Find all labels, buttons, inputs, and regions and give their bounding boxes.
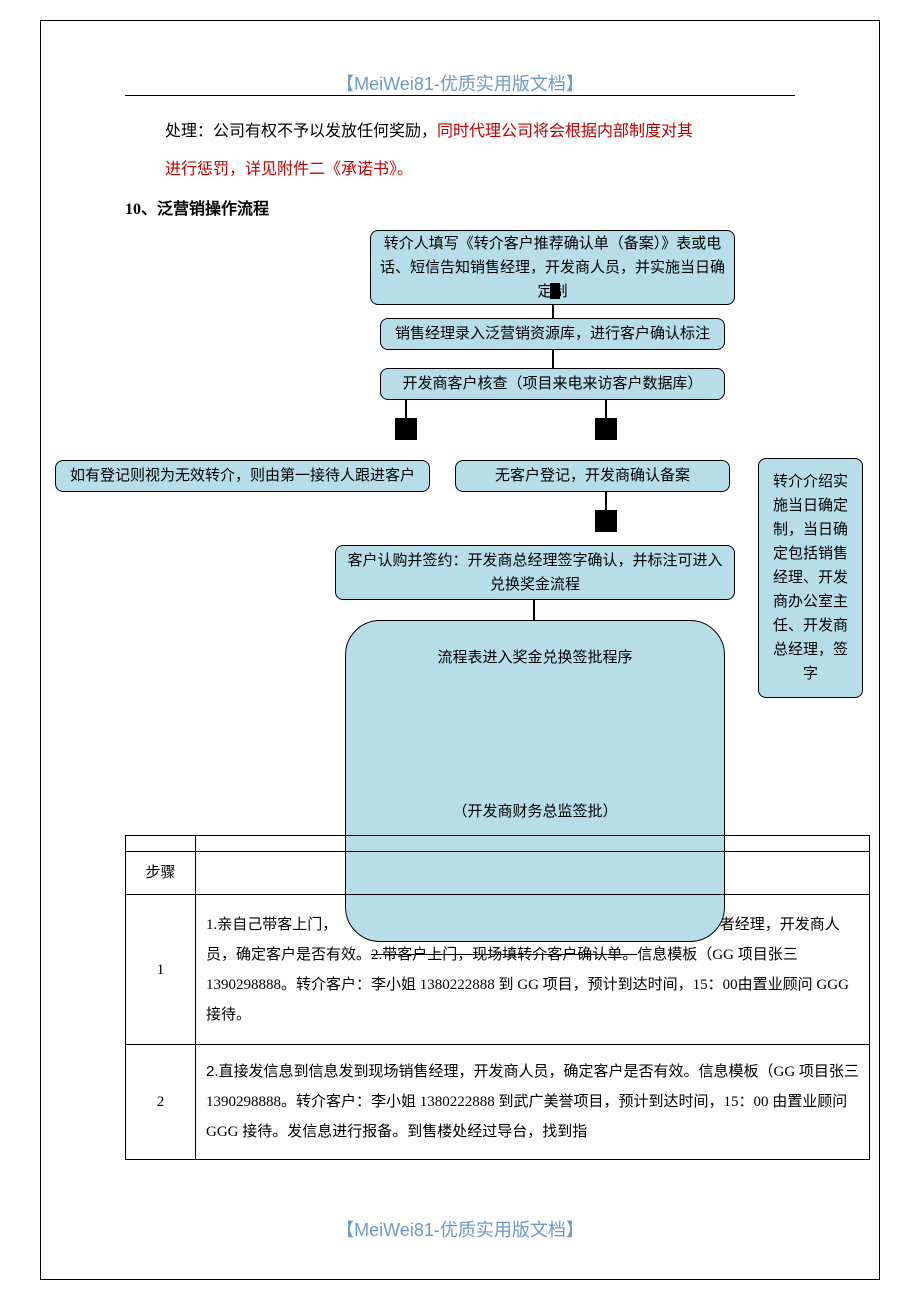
conn-7	[533, 600, 535, 620]
table-pre-1	[126, 836, 196, 852]
steps-table: 步骤 1 1.亲自己带客上门， 者经理，开发商人员，确定客户是否有效。2.带客户…	[125, 835, 870, 1160]
flow-node-7: 客户认购并签约：开发商总经理签字确认，并标注可进入兑换奖金流程	[335, 545, 735, 600]
row2-content: 2.直接发信息到信息发到现场销售经理，开发商人员，确定客户是否有效。信息模板（G…	[196, 1045, 870, 1160]
conn-1	[552, 305, 554, 318]
flow-node-2: 销售经理录入泛营销资源库，进行客户确认标注	[380, 318, 725, 350]
r1-prefix: 1.亲自己带客上门，	[206, 917, 337, 933]
doc-header: 【MeiWei81-优质实用版文档】	[0, 70, 920, 96]
doc-footer: 【MeiWei81-优质实用版文档】	[0, 1216, 920, 1242]
flow-node-8a: 流程表进入奖金兑换签批程序	[437, 646, 632, 670]
flow-node-5: 无客户登记，开发商确认备案	[455, 460, 730, 492]
marker-1	[550, 283, 560, 299]
conn-3a-box	[395, 418, 417, 440]
flow-node-4: 如有登记则视为无效转介，则由第一接待人跟进客户	[55, 460, 430, 492]
row2-step: 2	[126, 1045, 196, 1160]
conn-5	[605, 492, 607, 510]
conn-3b-box	[595, 418, 617, 440]
p1-red: 同时代理公司将会根据内部制度对其	[437, 123, 693, 140]
section-title: 10、泛营销操作流程	[125, 195, 269, 219]
paragraph-2: 进行惩罚，详见附件二《承诺书》。	[165, 151, 413, 189]
th-content	[196, 852, 870, 895]
header-rule	[125, 95, 795, 96]
row1-step: 1	[126, 895, 196, 1045]
p1-black: 处理：公司有权不予以发放任何奖励，	[165, 123, 437, 140]
conn-3a	[405, 400, 407, 418]
flow-node-3: 开发商客户核查（项目来电来访客户数据库）	[380, 368, 725, 400]
r2-bold: 2.直接发信息到	[206, 1063, 309, 1080]
th-step: 步骤	[126, 852, 196, 895]
conn-5-box	[595, 510, 617, 532]
paragraph-1: 处理：公司有权不予以发放任何奖励，同时代理公司将会根据内部制度对其	[165, 113, 693, 151]
table-pre-2	[196, 836, 870, 852]
flow-node-6: 转介介绍实施当日确定制，当日确定包括销售经理、开发商办公室主任、开发商总经理，签…	[758, 458, 863, 698]
row1-content: 1.亲自己带客上门， 者经理，开发商人员，确定客户是否有效。2.带客户上门，现场…	[196, 895, 870, 1045]
flow-node-8b: （开发商财务总监签批）	[452, 800, 617, 824]
conn-3b	[605, 400, 607, 418]
r1-struck: 2.带客户上门，现场填转介客户确认单。	[371, 947, 637, 963]
conn-2	[552, 350, 554, 368]
